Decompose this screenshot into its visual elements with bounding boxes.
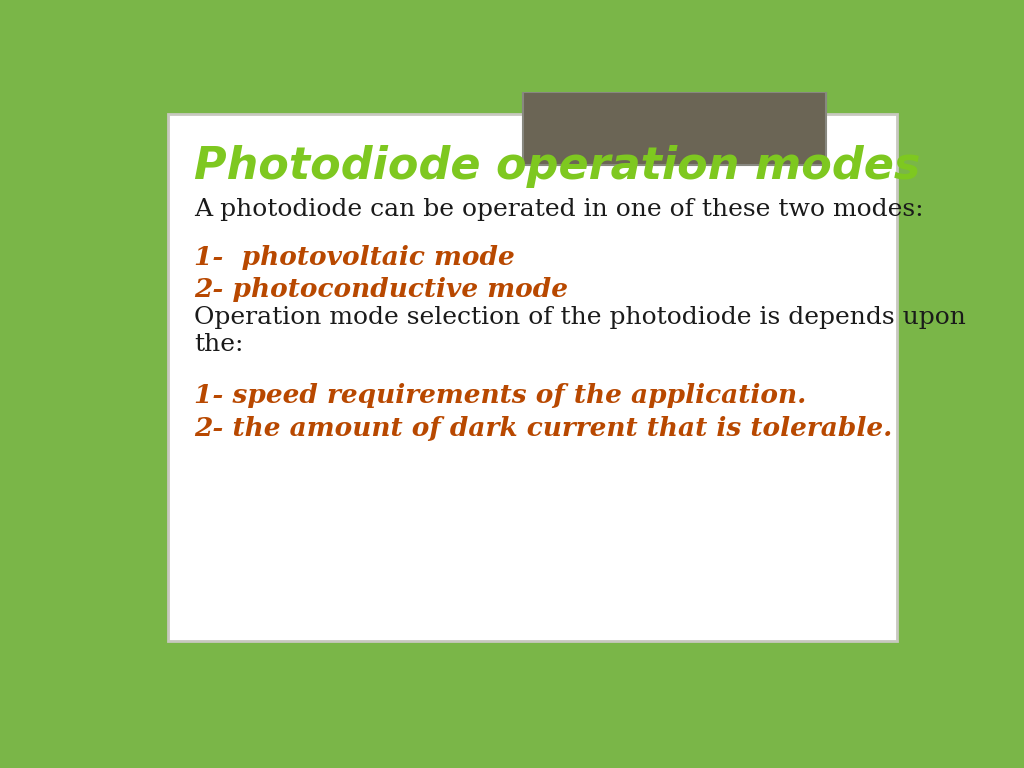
Text: A photodiode can be operated in one of these two modes:: A photodiode can be operated in one of t… [194, 198, 924, 221]
Text: 2- photoconductive mode: 2- photoconductive mode [194, 277, 568, 302]
Text: Operation mode selection of the photodiode is depends upon: Operation mode selection of the photodio… [194, 306, 966, 329]
Text: 1- speed requirements of the application.: 1- speed requirements of the application… [194, 383, 806, 409]
Bar [523, 92, 825, 165]
Text: the:: the: [194, 333, 244, 356]
Bar [523, 92, 825, 165]
FancyBboxPatch shape [168, 114, 897, 641]
Text: Photodiode operation modes: Photodiode operation modes [194, 144, 921, 187]
Text: 2- the amount of dark current that is tolerable.: 2- the amount of dark current that is to… [194, 415, 892, 441]
Text: 1-  photovoltaic mode: 1- photovoltaic mode [194, 245, 515, 270]
